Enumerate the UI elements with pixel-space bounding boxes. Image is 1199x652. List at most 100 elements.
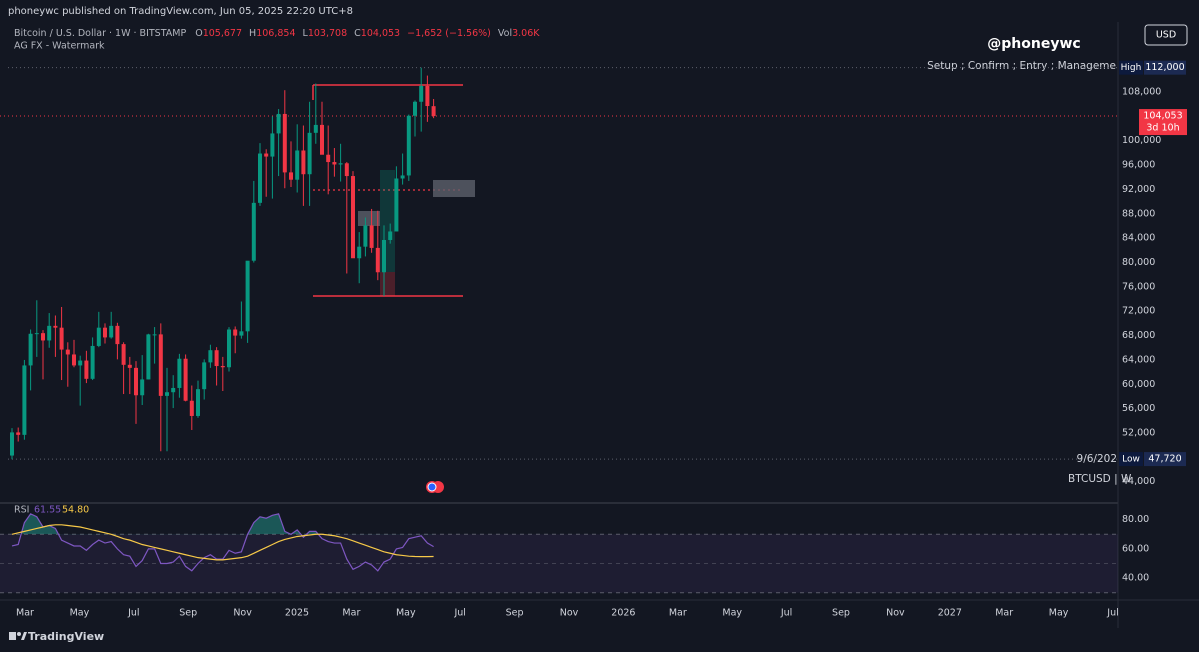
candle-body bbox=[152, 334, 157, 336]
y-tick-label: 84,000 bbox=[1122, 233, 1155, 244]
symbol-label: BTCUSD | W bbox=[1068, 473, 1132, 485]
high-value-box bbox=[1144, 60, 1186, 75]
candle-body bbox=[363, 225, 368, 247]
candle-body bbox=[375, 247, 380, 273]
ohlc-value: 106,854 bbox=[256, 28, 295, 39]
volume-value: 3.06K bbox=[512, 28, 540, 39]
rsi-legend-value: 61.55 bbox=[34, 505, 61, 516]
y-tick-label: 68,000 bbox=[1122, 330, 1155, 341]
ohlc-value: 104,053 bbox=[361, 28, 400, 39]
candle-body bbox=[34, 333, 39, 335]
high-value: 112,000 bbox=[1145, 62, 1184, 73]
logo-mark bbox=[17, 632, 21, 636]
candle-body bbox=[158, 334, 163, 396]
x-tick-label: 2027 bbox=[938, 608, 962, 619]
drawing-box bbox=[433, 180, 475, 197]
candle-body bbox=[400, 175, 405, 179]
event-flag-icon[interactable] bbox=[427, 482, 437, 492]
candle-body bbox=[171, 387, 176, 393]
candle-body bbox=[134, 367, 138, 396]
candle-body bbox=[41, 333, 45, 341]
ohlc-label: O bbox=[195, 28, 202, 39]
indicator-name: AG FX - Watermark bbox=[14, 41, 105, 52]
watermark-text: Setup ; Confirm ; Entry ; Manageme bbox=[927, 60, 1116, 72]
y-tick-label: 64,000 bbox=[1122, 354, 1155, 365]
candle-body bbox=[351, 176, 355, 259]
rsi-legend-value: 54.80 bbox=[62, 505, 89, 516]
x-tick-label: May bbox=[70, 608, 90, 619]
logo-mark bbox=[9, 632, 16, 640]
candle-body bbox=[419, 85, 424, 102]
y-tick-label: 56,000 bbox=[1122, 403, 1155, 414]
long-position-stop bbox=[380, 272, 395, 296]
x-tick-label: May bbox=[722, 608, 742, 619]
candle-body bbox=[394, 178, 399, 232]
candle-body bbox=[251, 202, 256, 261]
publisher: phoneywc published on TradingView.com, J… bbox=[8, 6, 353, 17]
candle-body bbox=[22, 365, 27, 435]
candle-body bbox=[28, 333, 33, 366]
y-tick-label: 80.00 bbox=[1122, 514, 1149, 525]
candle-body bbox=[127, 364, 132, 368]
y-tick-label: 44,000 bbox=[1122, 476, 1155, 487]
candle-body bbox=[382, 239, 386, 273]
x-tick-label: Sep bbox=[832, 608, 850, 619]
ohlc-label: H bbox=[249, 28, 256, 39]
low-label-box bbox=[1119, 452, 1143, 467]
low-value-box bbox=[1144, 452, 1186, 467]
high-label-box bbox=[1119, 60, 1143, 75]
candle-body bbox=[208, 350, 213, 363]
watermark-handle: @phoneywc bbox=[987, 36, 1080, 52]
candle-body bbox=[388, 231, 393, 240]
candle-body bbox=[47, 325, 52, 341]
candle-body bbox=[357, 246, 362, 259]
candle-body bbox=[431, 106, 436, 117]
y-tick-label: 72,000 bbox=[1122, 306, 1155, 317]
y-tick-label: 40.00 bbox=[1122, 573, 1149, 584]
last-price: 104,053 bbox=[1143, 111, 1182, 122]
x-tick-label: Mar bbox=[342, 608, 360, 619]
y-tick-label: 100,000 bbox=[1122, 135, 1161, 146]
y-tick-label: 92,000 bbox=[1122, 184, 1155, 195]
candle-body bbox=[239, 331, 244, 336]
candle-body bbox=[264, 153, 269, 157]
drawing-box bbox=[358, 211, 380, 226]
x-tick-label: Nov bbox=[560, 608, 579, 619]
candle-body bbox=[282, 113, 287, 173]
candle-body bbox=[258, 153, 262, 203]
y-tick-label: 60,000 bbox=[1122, 379, 1155, 390]
candle-body bbox=[413, 101, 417, 116]
low-date: 9/6/202 bbox=[1077, 453, 1117, 465]
candle-body bbox=[196, 389, 200, 416]
y-tick-label: 80,000 bbox=[1122, 257, 1155, 268]
candle-body bbox=[90, 345, 95, 379]
candle-body bbox=[183, 358, 188, 401]
candle-body bbox=[115, 325, 120, 345]
candle-body bbox=[177, 358, 182, 388]
x-tick-label: Jul bbox=[127, 608, 139, 619]
candle-body bbox=[233, 329, 238, 336]
overbought-fill bbox=[12, 513, 434, 535]
candle-body bbox=[103, 327, 107, 338]
x-tick-label: 2025 bbox=[285, 608, 309, 619]
symbol: Bitcoin / U.S. Dollar · 1W · BITSTAMP bbox=[14, 28, 186, 39]
x-tick-label: May bbox=[396, 608, 416, 619]
y-tick-label: 96,000 bbox=[1122, 160, 1155, 171]
x-tick-label: Jul bbox=[1106, 608, 1118, 619]
currency-button[interactable] bbox=[1144, 24, 1188, 46]
countdown: 3d 10h bbox=[1146, 123, 1179, 134]
candle-body bbox=[245, 260, 250, 332]
ohlc-value: 105,677 bbox=[203, 28, 242, 39]
footer-logo bbox=[9, 632, 27, 640]
candle-body bbox=[96, 327, 101, 346]
ohlc-label: L bbox=[303, 28, 309, 39]
x-tick-label: Sep bbox=[506, 608, 524, 619]
candle-body bbox=[276, 113, 281, 134]
candle-body bbox=[214, 350, 219, 367]
candle-body bbox=[78, 360, 83, 366]
candle-body bbox=[53, 325, 58, 328]
y-tick-label: 88,000 bbox=[1122, 208, 1155, 219]
candle-body bbox=[72, 354, 76, 366]
currency[interactable]: USD bbox=[1156, 30, 1176, 41]
